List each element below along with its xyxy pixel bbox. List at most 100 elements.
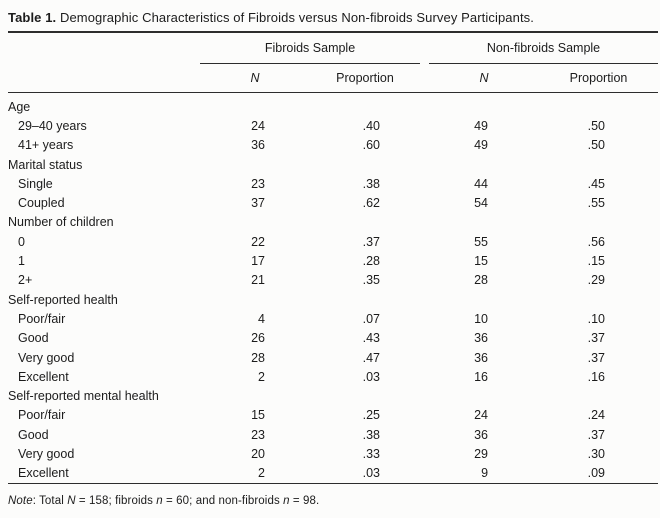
fibroids-n-cell: 23 xyxy=(251,427,265,442)
nonfibroids-n-cell: 10 xyxy=(474,311,489,326)
gap-cell xyxy=(420,348,429,367)
fibroids-n-cell: 36 xyxy=(251,138,265,153)
gap-cell xyxy=(420,251,429,270)
table-group-row: Self-reported health xyxy=(8,290,658,309)
nonfibroids-proportion-cell: .29 xyxy=(587,273,606,288)
row-label-cell: Marital status xyxy=(8,157,83,172)
fibroids-n-cell: 28 xyxy=(251,350,265,365)
table-row: Single 23 .38 44 .45 xyxy=(8,174,658,193)
demographics-table: Fibroids Sample Non-fibroids Sample N Pr… xyxy=(8,31,659,484)
nonfibroids-proportion-cell: .50 xyxy=(587,138,606,153)
table-group-row: Self-reported mental health xyxy=(8,386,658,405)
nonfibroids-proportion-header: Proportion xyxy=(539,63,659,93)
row-label-cell: Good xyxy=(18,331,49,346)
nonfibroids-proportion-cell: .56 xyxy=(587,234,606,249)
fibroids-proportion-cell: .37 xyxy=(362,234,381,249)
row-label-cell: Very good xyxy=(18,446,75,461)
column-gap xyxy=(420,32,429,64)
table-row: 0 22 .37 55 .56 xyxy=(8,232,658,251)
gap-cell xyxy=(420,425,429,444)
gap-cell xyxy=(420,232,429,251)
fibroids-n-cell: 23 xyxy=(251,176,265,191)
nonfibroids-proportion-cell xyxy=(539,290,658,309)
table-row: 41+ years 36 .60 49 .50 xyxy=(8,136,658,155)
text-segment: = 98. xyxy=(289,494,320,507)
nonfibroids-n-cell: 24 xyxy=(474,408,489,423)
table-row: Good 23 .38 36 .37 xyxy=(8,425,658,444)
fibroids-proportion-cell xyxy=(310,213,420,232)
text-segment: Demographic Characteristics of Fibroids … xyxy=(56,10,534,25)
column-subheader-row: N Proportion N Proportion xyxy=(8,63,659,93)
row-label-cell: 2+ xyxy=(18,273,33,288)
fibroids-n-cell xyxy=(200,155,310,174)
fibroids-proportion-cell: .40 xyxy=(362,118,381,133)
nonfibroids-n-cell: 36 xyxy=(474,350,489,365)
fibroids-proportion-cell: .38 xyxy=(362,176,381,191)
fibroids-n-cell: 2 xyxy=(258,466,265,481)
fibroids-proportion-cell xyxy=(310,155,420,174)
nonfibroids-n-cell: 36 xyxy=(474,427,489,442)
table-note: Note: Total N = 158; fibroids n = 60; an… xyxy=(8,494,660,508)
gap-cell xyxy=(420,193,429,212)
row-label-cell: Excellent xyxy=(18,466,69,481)
nonfibroids-n-header: N xyxy=(429,63,540,93)
column-group-fibroids: Fibroids Sample xyxy=(200,32,421,64)
row-label-cell: Self-reported health xyxy=(8,292,118,307)
row-label-cell: Age xyxy=(8,99,31,114)
fibroids-n-cell xyxy=(200,93,310,117)
stub-header-cell xyxy=(8,63,200,93)
table-row: Poor/fair 4 .07 10 .10 xyxy=(8,309,658,328)
fibroids-proportion-cell: .47 xyxy=(362,350,381,365)
fibroids-proportion-cell: .28 xyxy=(362,254,381,269)
row-label-cell: 41+ years xyxy=(18,138,74,153)
gap-cell xyxy=(420,213,429,232)
nonfibroids-n-cell: 49 xyxy=(474,118,489,133)
nonfibroids-n-cell: 28 xyxy=(474,273,489,288)
stub-header-cell xyxy=(8,32,200,64)
gap-cell xyxy=(420,116,429,135)
gap-cell xyxy=(420,309,429,328)
nonfibroids-n-cell xyxy=(429,155,539,174)
gap-cell xyxy=(420,444,429,463)
nonfibroids-n-cell: 15 xyxy=(474,254,489,269)
row-label-cell: Good xyxy=(18,427,49,442)
row-label-cell: Coupled xyxy=(18,196,65,211)
column-gap xyxy=(420,63,430,93)
nonfibroids-n-cell: 55 xyxy=(474,234,489,249)
nonfibroids-proportion-cell: .50 xyxy=(587,118,606,133)
table-row: Excellent 2 .03 9 .09 xyxy=(8,464,658,484)
table-row: Very good 20 .33 29 .30 xyxy=(8,444,658,463)
fibroids-proportion-cell: .60 xyxy=(362,138,381,153)
nonfibroids-proportion-cell xyxy=(539,213,658,232)
nonfibroids-n-cell: 36 xyxy=(474,331,489,346)
table-group-row: Marital status xyxy=(8,155,658,174)
fibroids-proportion-cell: .43 xyxy=(362,331,381,346)
fibroids-proportion-header: Proportion xyxy=(310,63,421,93)
nonfibroids-proportion-cell: .09 xyxy=(587,466,606,481)
fibroids-proportion-cell: .03 xyxy=(362,466,381,481)
text-segment: Table 1. xyxy=(8,10,57,25)
row-label-cell: Excellent xyxy=(18,369,69,384)
gap-cell xyxy=(420,136,429,155)
fibroids-proportion-cell: .38 xyxy=(362,427,381,442)
nonfibroids-n-cell: 9 xyxy=(481,466,489,481)
row-label-cell: Poor/fair xyxy=(18,408,66,423)
fibroids-proportion-cell: .25 xyxy=(362,408,381,423)
fibroids-n-cell xyxy=(200,213,310,232)
fibroids-proportion-cell: .03 xyxy=(362,369,381,384)
table-row: Very good 28 .47 36 .37 xyxy=(8,348,658,367)
fibroids-proportion-cell: .35 xyxy=(362,273,381,288)
fibroids-n-cell xyxy=(200,386,310,405)
fibroids-n-cell: 24 xyxy=(251,118,265,133)
nonfibroids-proportion-cell: .37 xyxy=(587,350,606,365)
fibroids-n-cell: 22 xyxy=(251,234,265,249)
fibroids-n-cell: 20 xyxy=(251,446,265,461)
fibroids-n-cell: 21 xyxy=(251,273,265,288)
nonfibroids-proportion-cell: .37 xyxy=(587,427,606,442)
fibroids-n-cell: 17 xyxy=(251,254,265,269)
table-row: Coupled 37 .62 54 .55 xyxy=(8,193,658,212)
table-group-row: Number of children xyxy=(8,213,658,232)
nonfibroids-n-cell: 29 xyxy=(474,446,489,461)
fibroids-n-cell xyxy=(200,290,310,309)
